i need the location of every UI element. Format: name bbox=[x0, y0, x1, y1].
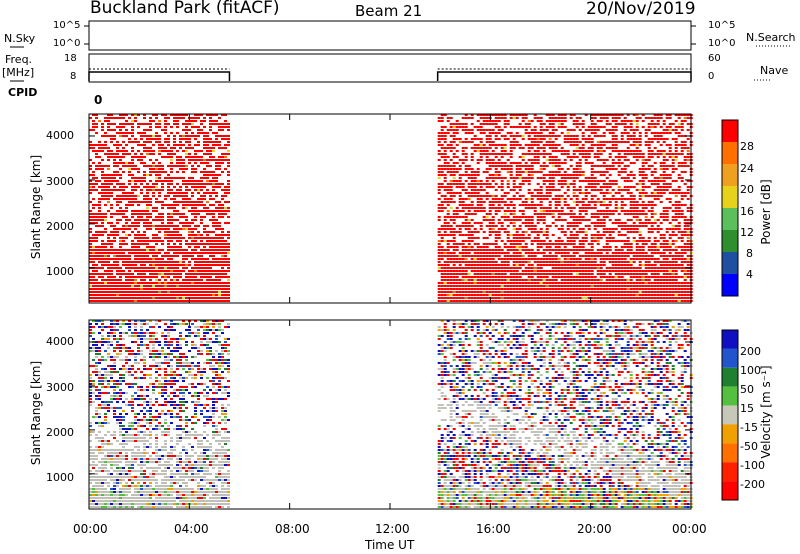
power-cb-tick-16: 16 bbox=[740, 205, 754, 218]
vel-cb-tick-m15: -15 bbox=[740, 421, 758, 434]
power-colorbar-segment bbox=[722, 164, 738, 186]
freq-units-label: [MHz] bbox=[2, 66, 35, 79]
power-cb-tick-4: 4 bbox=[746, 268, 753, 281]
velocity-colorbar-segment bbox=[722, 386, 738, 406]
power-colorbar-segment bbox=[722, 208, 738, 230]
velocity-ytick-1000: 1000 bbox=[46, 471, 74, 484]
freq-tick-bottom: 8 bbox=[70, 71, 77, 82]
nsky-right-tick-bottom: 10^0 bbox=[708, 38, 736, 49]
vel-cb-tick-m100: -100 bbox=[740, 459, 765, 472]
power-colorbar-segment bbox=[722, 120, 738, 142]
power-cb-tick-24: 24 bbox=[740, 162, 754, 175]
power-colorbar-segment bbox=[722, 274, 738, 296]
freq-tick-top: 18 bbox=[64, 53, 77, 64]
power-cb-tick-12: 12 bbox=[740, 226, 754, 239]
vel-cb-tick-200: 200 bbox=[740, 345, 761, 358]
xtick-6: 00:00 bbox=[672, 522, 707, 536]
velocity-colorbar-segment bbox=[722, 481, 738, 500]
cpid-label: CPID bbox=[8, 86, 38, 99]
nave-tick-top: 60 bbox=[708, 53, 721, 64]
power-colorbar-frame bbox=[721, 119, 739, 297]
xtick-0: 00:00 bbox=[73, 522, 108, 536]
nsearch-label: N.Search bbox=[746, 31, 796, 44]
vel-cb-tick-15: 15 bbox=[740, 402, 754, 415]
freq-panel-frame bbox=[88, 53, 692, 83]
power-cb-tick-8: 8 bbox=[746, 247, 753, 260]
xtick-5: 20:00 bbox=[577, 522, 612, 536]
nave-label: Nave bbox=[760, 64, 789, 77]
vel-cb-tick-50: 50 bbox=[740, 383, 754, 396]
nsky-right-tick-top: 10^5 bbox=[708, 20, 736, 31]
freq-label: Freq. bbox=[5, 53, 33, 66]
date-title: 20/Nov/2019 bbox=[586, 0, 696, 19]
velocity-colorbar-segment bbox=[722, 424, 738, 444]
velocity-colorbar-frame bbox=[721, 329, 739, 501]
freq-trace bbox=[88, 71, 231, 81]
power-ytick-3000: 3000 bbox=[46, 175, 74, 188]
nsky-panel-frame bbox=[88, 20, 692, 51]
xtick-2: 08:00 bbox=[275, 522, 310, 536]
cpid-value: 0 bbox=[94, 93, 103, 107]
velocity-heatmap bbox=[89, 320, 693, 508]
x-axis-label: Time UT bbox=[365, 538, 415, 552]
power-cb-tick-20: 20 bbox=[740, 183, 754, 196]
station-title: Buckland Park (fitACF) bbox=[90, 0, 280, 18]
power-colorbar-segment bbox=[722, 142, 738, 164]
velocity-colorbar-segment bbox=[722, 462, 738, 482]
nsky-tick-top: 10^5 bbox=[53, 20, 81, 31]
xtick-3: 12:00 bbox=[375, 522, 410, 536]
power-colorbar-segment bbox=[722, 252, 738, 274]
power-colorbar-segment bbox=[722, 230, 738, 252]
power-heatmap bbox=[89, 114, 693, 302]
velocity-ytick-2000: 2000 bbox=[46, 426, 74, 439]
power-ytick-1000: 1000 bbox=[46, 265, 74, 278]
vel-cb-tick-100: 100 bbox=[740, 364, 761, 377]
nsky-tick-bottom: 10^0 bbox=[53, 38, 81, 49]
power-ytick-2000: 2000 bbox=[46, 220, 74, 233]
vel-cb-tick-m200: -200 bbox=[740, 478, 765, 491]
xtick-1: 04:00 bbox=[174, 522, 209, 536]
freq-trace bbox=[436, 71, 692, 81]
power-ytick-4000: 4000 bbox=[46, 129, 74, 142]
velocity-colorbar-segment bbox=[722, 405, 738, 425]
beam-title: Beam 21 bbox=[355, 2, 423, 20]
velocity-colorbar-segment bbox=[722, 443, 738, 463]
velocity-colorbar-segment bbox=[722, 367, 738, 387]
power-colorbar-segment bbox=[722, 186, 738, 208]
velocity-ytick-4000: 4000 bbox=[46, 335, 74, 348]
velocity-colorbar-segment bbox=[722, 330, 738, 349]
velocity-ytick-3000: 3000 bbox=[46, 381, 74, 394]
vel-cb-tick-m50: -50 bbox=[740, 440, 758, 453]
xtick-4: 16:00 bbox=[476, 522, 511, 536]
nsky-label: N.Sky bbox=[4, 32, 36, 45]
nave-tick-bottom: 0 bbox=[708, 71, 715, 82]
velocity-colorbar-segment bbox=[722, 348, 738, 368]
power-cb-tick-28: 28 bbox=[740, 140, 754, 153]
